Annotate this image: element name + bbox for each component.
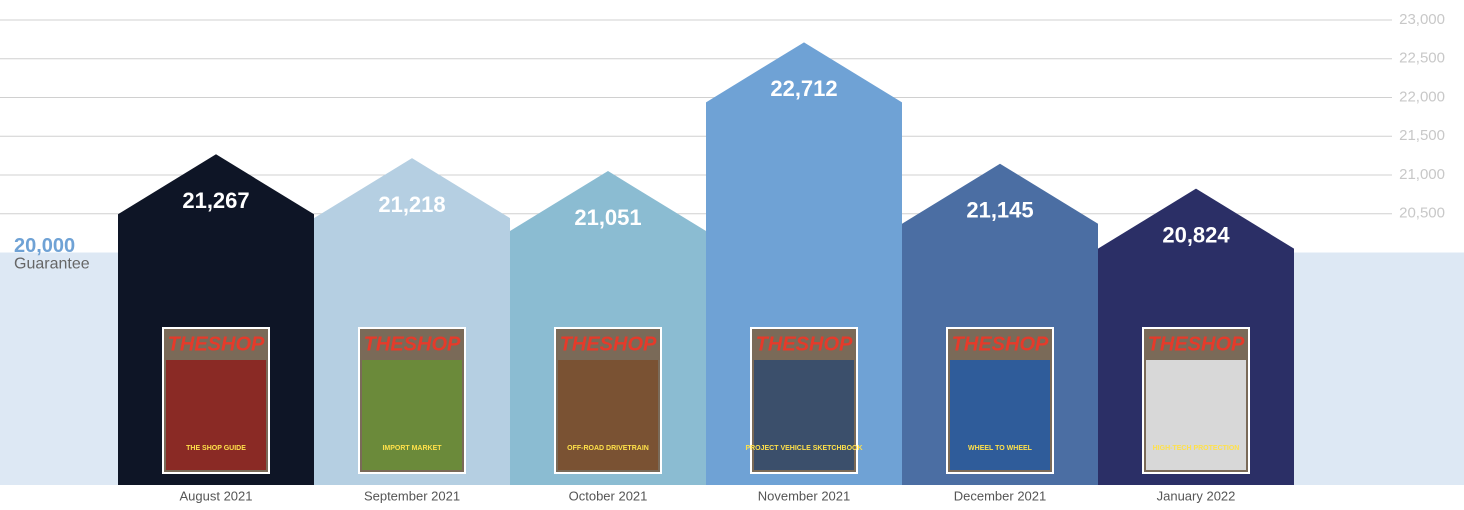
cover-headline: THE SHOP GUIDE <box>186 445 246 452</box>
value-label: 22,712 <box>770 76 837 101</box>
cover-headline: OFF-ROAD DRIVETRAIN <box>567 445 649 452</box>
x-tick-label: September 2021 <box>364 488 460 503</box>
cover-masthead: THESHOP <box>1148 333 1245 355</box>
y-tick-label: 21,000 <box>1399 166 1445 183</box>
value-label: 20,824 <box>1162 222 1230 247</box>
y-tick-label: 20,500 <box>1399 205 1445 222</box>
x-tick-label: August 2021 <box>179 488 252 503</box>
cover-masthead: THESHOP <box>364 333 461 355</box>
y-tick-label: 22,500 <box>1399 50 1445 67</box>
cover-masthead: THESHOP <box>756 333 853 355</box>
cover-headline: HIGH-TECH PROTECTION <box>1153 445 1240 452</box>
y-tick-label: 23,000 <box>1399 11 1445 28</box>
page: 20,500 21,000 21,500 22,000 22,500 23,000 20,0… <box>0 0 1464 510</box>
value-label: 21,218 <box>378 192 445 217</box>
value-label: 21,267 <box>182 188 249 213</box>
cover-photo <box>166 360 266 470</box>
magazine-cover: THESHOP IMPORT MARKET <box>359 328 465 473</box>
cover-photo <box>558 360 658 470</box>
cover-headline: PROJECT VEHICLE SKETCHBOOK <box>745 445 862 452</box>
value-label: 21,145 <box>966 198 1033 223</box>
guarantee-text: Guarantee <box>14 256 90 273</box>
y-tick-label: 22,000 <box>1399 88 1445 105</box>
cover-masthead: THESHOP <box>560 333 657 355</box>
x-tick-label: December 2021 <box>954 488 1047 503</box>
cover-headline: WHEEL TO WHEEL <box>968 445 1033 452</box>
cover-photo <box>754 360 854 470</box>
guarantee-value: 20,000 <box>14 235 75 257</box>
x-tick-label: October 2021 <box>569 488 648 503</box>
cover-headline: IMPORT MARKET <box>382 445 442 452</box>
magazine-cover: THESHOP HIGH-TECH PROTECTION <box>1143 328 1249 473</box>
cover-masthead: THESHOP <box>168 333 265 355</box>
magazine-cover: THESHOP WHEEL TO WHEEL <box>947 328 1053 473</box>
y-tick-label: 21,500 <box>1399 127 1445 144</box>
x-tick-label: January 2022 <box>1157 488 1236 503</box>
chart: 20,500 21,000 21,500 22,000 22,500 23,000 20,0… <box>0 0 1464 510</box>
cover-photo <box>362 360 462 470</box>
cover-photo <box>1146 360 1246 470</box>
magazine-cover: THESHOP PROJECT VEHICLE SKETCHBOOK <box>745 328 862 473</box>
x-tick-label: November 2021 <box>758 488 851 503</box>
magazine-cover: THESHOP OFF-ROAD DRIVETRAIN <box>555 328 661 473</box>
cover-photo <box>950 360 1050 470</box>
cover-masthead: THESHOP <box>952 333 1049 355</box>
magazine-cover: THESHOP THE SHOP GUIDE <box>163 328 269 473</box>
value-label: 21,051 <box>574 205 641 230</box>
